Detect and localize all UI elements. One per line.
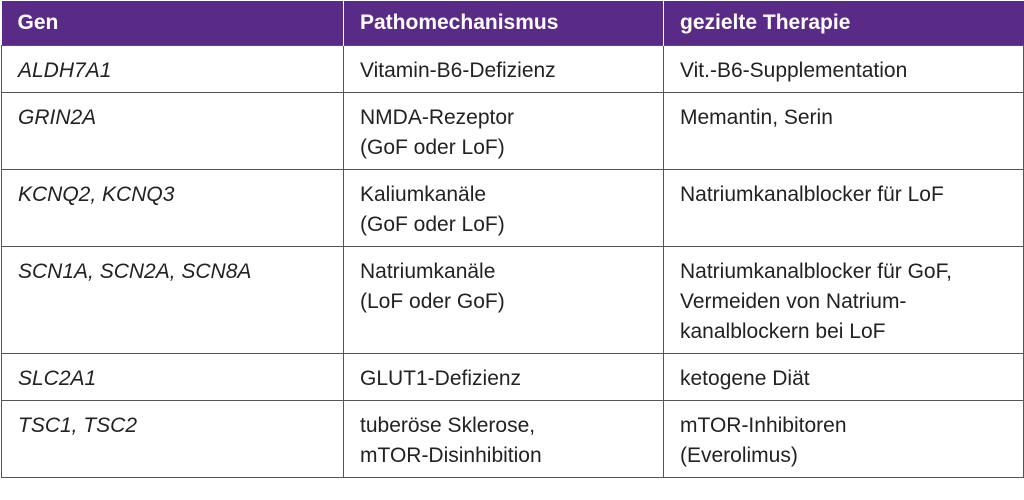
therapy-line: mTOR-Inhibitoren xyxy=(680,414,847,437)
mechanism-line: NMDA-Rezeptor xyxy=(360,106,515,129)
header-gen: Gen xyxy=(1,1,344,46)
mechanism-cell: GLUT1-Defizienz xyxy=(343,353,664,401)
mechanism-line: (GoF oder LoF) xyxy=(360,136,505,159)
header-pathomechanismus: Pathomechanismus xyxy=(343,1,664,46)
gene-cell: SCN1A, SCN2A, SCN8A xyxy=(1,246,344,354)
therapy-cell: ketogene Diät xyxy=(663,353,1024,401)
therapy-line: Vermeiden von Natrium- xyxy=(680,290,907,313)
mechanism-line: Natriumkanäle xyxy=(360,260,496,283)
therapy-line: kanalblockern bei LoF xyxy=(680,320,886,343)
therapy-line: Natriumkanalblocker für GoF, xyxy=(680,260,952,283)
therapy-cell: mTOR-Inhibitoren (Everolimus) xyxy=(663,400,1024,478)
therapy-line: Natriumkanalblocker für LoF xyxy=(680,183,944,206)
therapy-line: Vit.-B6-Supplementation xyxy=(680,59,908,82)
gene-cell: SLC2A1 xyxy=(1,353,344,401)
therapy-cell: Natriumkanalblocker für LoF xyxy=(663,169,1024,247)
therapy-cell: Vit.-B6-Supplementation xyxy=(663,45,1024,93)
mechanism-line: (GoF oder LoF) xyxy=(360,213,505,236)
mechanism-cell: tuberöse Sklerose, mTOR-Disinhibition xyxy=(343,400,664,478)
therapy-cell: Natriumkanalblocker für GoF, Vermeiden v… xyxy=(663,246,1024,354)
table-row: KCNQ2, KCNQ3 Kaliumkanäle (GoF oder LoF)… xyxy=(1,169,1024,247)
therapy-line: (Everolimus) xyxy=(680,444,798,467)
table-row: TSC1, TSC2 tuberöse Sklerose, mTOR-Disin… xyxy=(1,400,1024,478)
mechanism-line: GLUT1-Defizienz xyxy=(360,367,522,390)
mechanism-cell: NMDA-Rezeptor (GoF oder LoF) xyxy=(343,92,664,170)
mechanism-cell: Natriumkanäle (LoF oder GoF) xyxy=(343,246,664,354)
mechanism-line: Vitamin-B6-Defizienz xyxy=(360,59,556,82)
mechanism-line: (LoF oder GoF) xyxy=(360,290,505,313)
gene-cell: ALDH7A1 xyxy=(1,45,344,93)
gene-therapy-table: Gen Pathomechanismus gezielte Therapie A… xyxy=(1,1,1024,478)
table-row: ALDH7A1 Vitamin-B6-Defizienz Vit.-B6-Sup… xyxy=(1,45,1024,93)
mechanism-cell: Vitamin-B6-Defizienz xyxy=(343,45,664,93)
mechanism-line: mTOR-Disinhibition xyxy=(360,444,542,467)
table-header-row: Gen Pathomechanismus gezielte Therapie xyxy=(1,1,1024,46)
table-row: SLC2A1 GLUT1-Defizienz ketogene Diät xyxy=(1,353,1024,401)
therapy-line: ketogene Diät xyxy=(680,367,810,390)
gene-cell: KCNQ2, KCNQ3 xyxy=(1,169,344,247)
gene-cell: GRIN2A xyxy=(1,92,344,170)
header-gezielte-therapie: gezielte Therapie xyxy=(663,1,1024,46)
mechanism-cell: Kaliumkanäle (GoF oder LoF) xyxy=(343,169,664,247)
table-row: SCN1A, SCN2A, SCN8A Natriumkanäle (LoF o… xyxy=(1,246,1024,354)
table-row: GRIN2A NMDA-Rezeptor (GoF oder LoF) Mema… xyxy=(1,92,1024,170)
mechanism-line: Kaliumkanäle xyxy=(360,183,487,206)
therapy-cell: Memantin, Serin xyxy=(663,92,1024,170)
therapy-line: Memantin, Serin xyxy=(680,106,833,129)
gene-cell: TSC1, TSC2 xyxy=(1,400,344,478)
mechanism-line: tuberöse Sklerose, xyxy=(360,414,536,437)
